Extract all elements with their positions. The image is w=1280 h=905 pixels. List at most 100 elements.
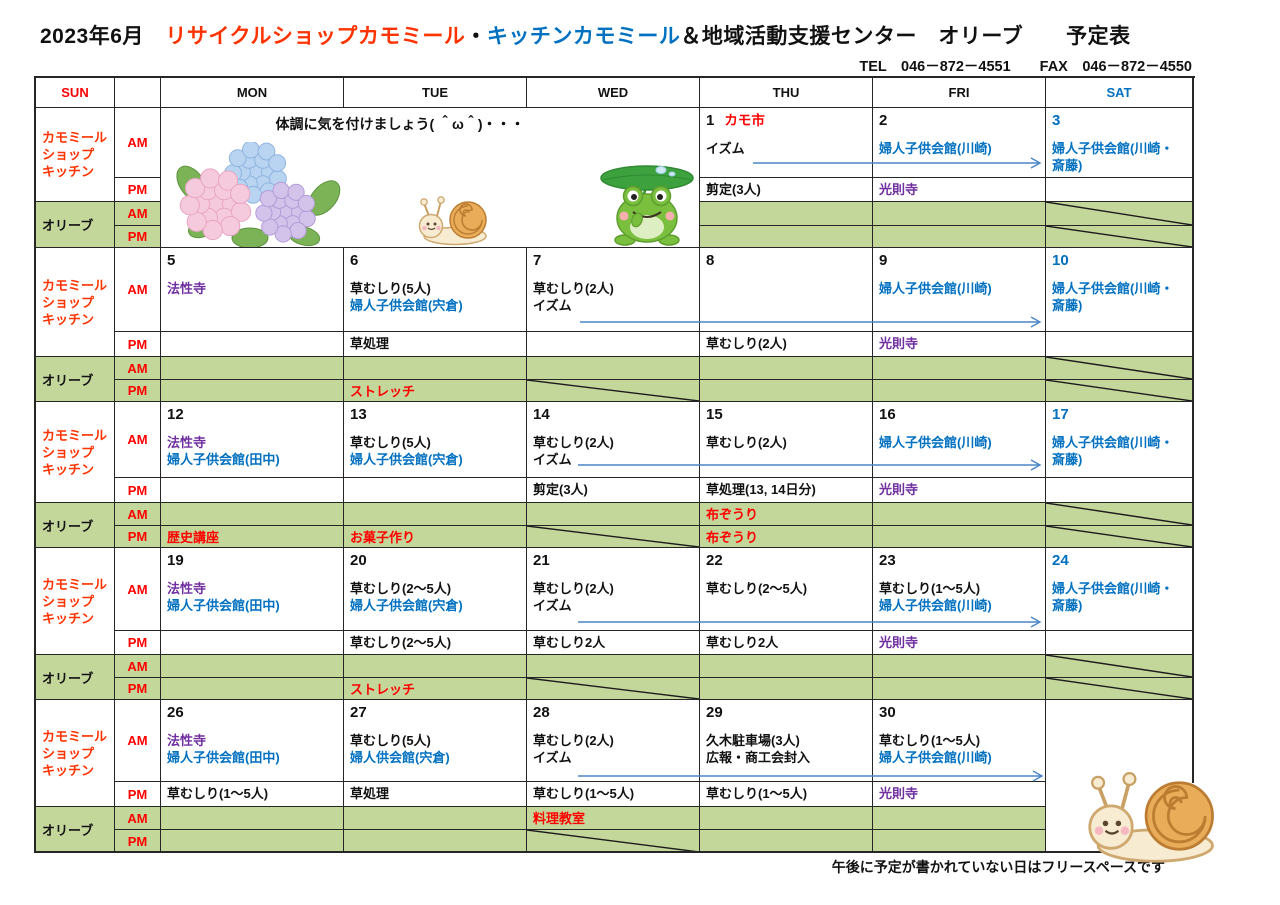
schedule-entry: 布ぞうり (706, 507, 759, 522)
day-number: 15 (700, 402, 872, 424)
am-label: AM (115, 202, 161, 226)
day-17-am-cell: 17 婦人子供会館(川崎・斎藤) (1046, 402, 1193, 478)
day-29-olive-pm-cell (700, 830, 873, 853)
ampm-label: AM (127, 206, 148, 221)
strike-line (527, 678, 699, 699)
table-border-bottom (34, 851, 1195, 853)
row-label-line: カモミール (42, 427, 108, 443)
header-WED: WED (527, 78, 700, 108)
schedule-entry: ストレッチ (350, 384, 416, 399)
day-14-pm-cell: 剪定(3人) (527, 478, 700, 503)
row-label-line: キッチン (42, 461, 95, 477)
row-label-chamomile: カモミール ショップ キッチン (36, 402, 115, 503)
day-23-am-cell: 23 草むしり(1～5人) 婦人子供会館(川崎) (873, 548, 1046, 631)
schedule-entry: 剪定(3人) (533, 482, 588, 497)
day-29-olive-am-cell (700, 807, 873, 830)
day-22-pm-cell: 草むしり2人 (700, 631, 873, 655)
day-number-text: 28 (533, 704, 550, 721)
day-number-text: 16 (879, 406, 896, 423)
day-21-pm-cell: 草むしり2人 (527, 631, 700, 655)
day-number-text: 23 (879, 552, 896, 569)
schedule-entry: 草むしり(2～5人) (350, 581, 452, 596)
day-number: 12 (161, 402, 343, 424)
ampm-label: AM (127, 733, 148, 748)
day-number: 9 (873, 248, 1045, 270)
snail-illustration (418, 196, 487, 246)
day-number-text: 10 (1052, 252, 1069, 269)
day-1-am-cell: 1 カモ市 イズム (700, 108, 873, 178)
schedule-entry: 婦人子供会館(川崎) (879, 141, 992, 156)
day-number-text: 13 (350, 406, 367, 423)
schedule-entry: 草むしり(2人) (706, 336, 787, 351)
day-1-olive-am-cell (700, 202, 873, 226)
schedule-entry: イズム (533, 750, 572, 765)
day-17-olive-am-cell (1046, 503, 1193, 526)
schedule-entry: 草むしり2人 (706, 635, 779, 650)
header-FRI: FRI (873, 78, 1046, 108)
day-15-olive-pm-cell: 布ぞうり (700, 526, 873, 548)
day-number-text: 24 (1052, 552, 1069, 569)
day-number: 6 (344, 248, 526, 270)
day-2-am-cell: 2 婦人子供会館(川崎) (873, 108, 1046, 178)
day-number: 19 (161, 548, 343, 570)
day-number-text: 20 (350, 552, 367, 569)
day-12-pm-cell (161, 478, 344, 503)
day-26-olive-am-cell (161, 807, 344, 830)
ampm-label: PM (127, 681, 148, 696)
ampm-label: PM (127, 336, 148, 352)
row-label-chamomile: カモミール ショップ キッチン (36, 248, 115, 357)
day-6-olive-am-cell (344, 357, 527, 380)
schedule-entry: イズム (706, 141, 745, 156)
pm-label: PM (115, 332, 161, 357)
day-3-olive-pm-cell (1046, 226, 1193, 248)
day-7-olive-am-cell (527, 357, 700, 380)
row-label-line: オリーブ (42, 823, 94, 838)
ampm-label: AM (127, 282, 148, 297)
day-number: 2 (873, 108, 1045, 130)
row-label-line: オリーブ (42, 218, 94, 233)
header-label: TUE (422, 85, 448, 100)
day-21-olive-pm-cell (527, 678, 700, 700)
schedule-entry: 婦人子供会館(川崎) (879, 598, 992, 613)
day-number-text: 7 (533, 252, 542, 269)
day-9-am-cell: 9 婦人子供会館(川崎) (873, 248, 1046, 332)
day-number: 17 (1046, 402, 1192, 424)
day-15-am-cell: 15 草むしり(2人) (700, 402, 873, 478)
day-number: 29 (700, 700, 872, 722)
day-number: 22 (700, 548, 872, 570)
day-8-olive-am-cell (700, 357, 873, 380)
day-16-am-cell: 16 婦人子供会館(川崎) (873, 402, 1046, 478)
day-17-pm-cell (1046, 478, 1193, 503)
am-label: AM (115, 655, 161, 678)
schedule-entry: 草むしり(2～5人) (706, 581, 808, 596)
pm-label: PM (115, 380, 161, 402)
day-number: 27 (344, 700, 526, 722)
day-number: 16 (873, 402, 1045, 424)
day-21-olive-am-cell (527, 655, 700, 678)
day-7-am-cell: 7 草むしり(2人) イズム (527, 248, 700, 332)
schedule-entry: 法性寺 (167, 435, 207, 450)
ampm-label: AM (127, 360, 148, 376)
header-ampm-col (115, 78, 161, 108)
day-28-pm-cell: 草むしり(1～5人) (527, 782, 700, 807)
table-border-left (34, 76, 36, 853)
schedule-entry: 草処理 (350, 336, 390, 351)
am-label: AM (115, 357, 161, 380)
schedule-entry: 草むしり(2人) (533, 281, 614, 296)
day-10-olive-am-cell (1046, 357, 1193, 380)
day-number: 28 (527, 700, 699, 722)
day-number: 24 (1046, 548, 1192, 570)
row-label-olive: オリーブ (36, 503, 115, 548)
day-24-olive-am-cell (1046, 655, 1193, 678)
row-label-olive: オリーブ (36, 357, 115, 402)
day-22-am-cell: 22 草むしり(2～5人) (700, 548, 873, 631)
table-border-right (1192, 76, 1194, 783)
day-number-suffix: カモ市 (724, 113, 765, 128)
day-23-olive-am-cell (873, 655, 1046, 678)
row-label-line: キッチン (42, 311, 95, 327)
day-19-olive-am-cell (161, 655, 344, 678)
header-label: FRI (948, 85, 970, 100)
day-number-text: 21 (533, 552, 550, 569)
pm-label: PM (115, 178, 161, 202)
row-label-line: オリーブ (42, 372, 94, 388)
